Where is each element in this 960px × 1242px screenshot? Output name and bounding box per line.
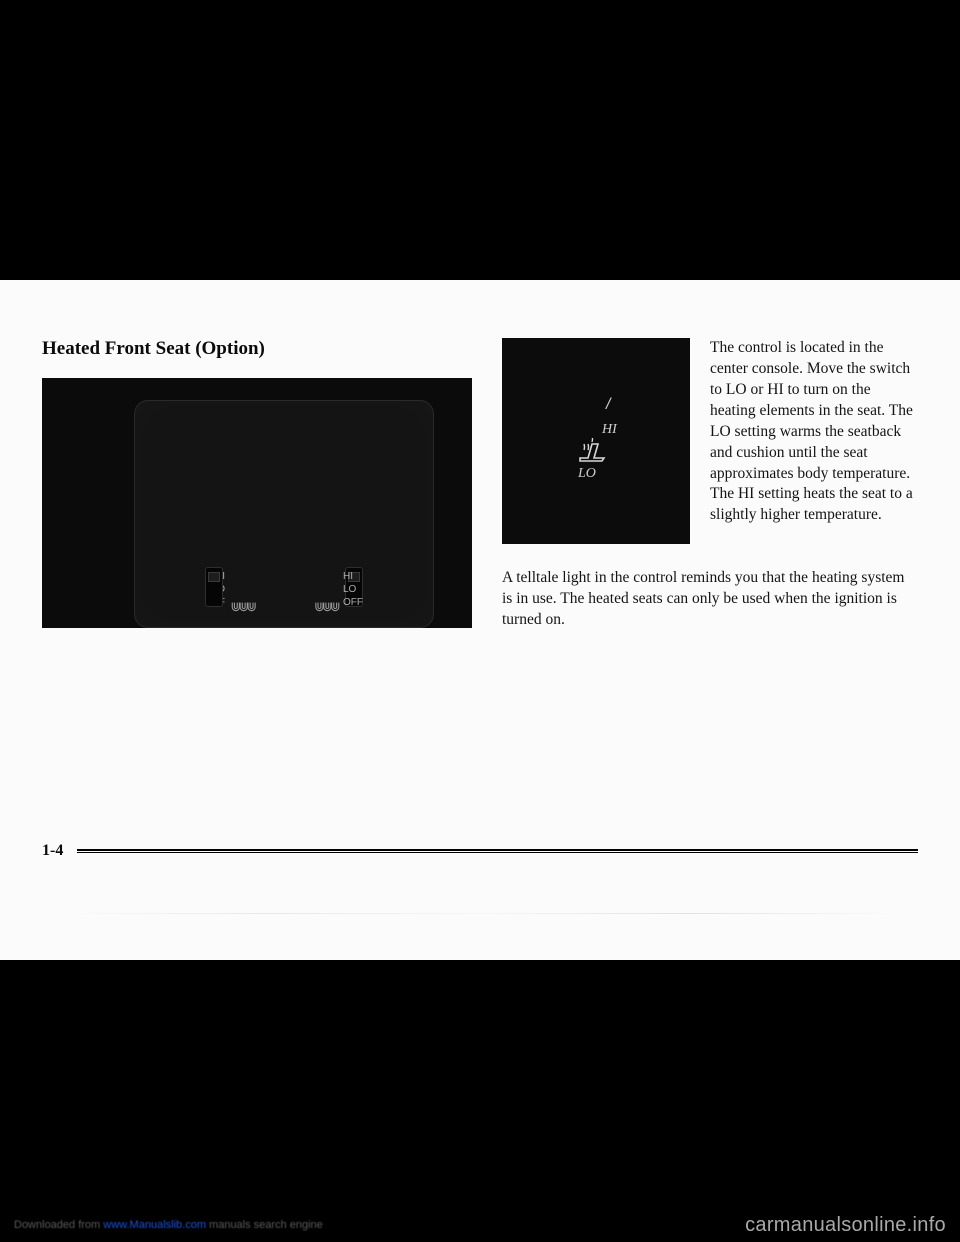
seat-heat-icon: ⋓⋓⋓: [230, 599, 254, 615]
label-hi: HI: [343, 570, 413, 583]
description-paragraph-2: A telltale light in the control reminds …: [502, 568, 918, 631]
dl-suffix: manuals search engine: [206, 1219, 323, 1231]
right-top-row: / HI LO The control is located in the ce…: [502, 338, 918, 544]
dl-link[interactable]: www.Manualslib.com: [103, 1219, 206, 1231]
left-column: Heated Front Seat (Option) HI LO OFF: [42, 338, 472, 631]
site-watermark: carmanualsonline.info: [745, 1214, 946, 1237]
label-lo: LO: [343, 583, 413, 596]
heated-seat-icon: [578, 438, 608, 462]
seat-heat-icon: ⋓⋓⋓: [314, 599, 338, 615]
scan-artifact-line: [60, 913, 900, 914]
label-off: OFF: [343, 596, 413, 609]
slider-knob: [208, 572, 220, 582]
left-slider-slot: [205, 567, 223, 607]
dl-prefix: Downloaded from: [14, 1219, 103, 1231]
console-bezel: HI LO OFF HI LO OFF: [134, 400, 434, 628]
switch-closeup-photo: / HI LO: [502, 338, 690, 544]
page-footer: 1-4: [42, 842, 918, 860]
hi-label: HI: [602, 422, 617, 438]
description-paragraph-1: The control is located in the center con…: [710, 338, 918, 544]
watermark-bar: Downloaded from www.Manualslib.com manua…: [0, 1208, 960, 1242]
content-columns: Heated Front Seat (Option) HI LO OFF: [42, 338, 918, 631]
page-number: 1-4: [42, 842, 63, 860]
right-slider-labels: HI LO OFF: [343, 570, 413, 609]
tick-mark: /: [606, 396, 610, 414]
section-heading: Heated Front Seat (Option): [42, 338, 472, 360]
download-source-text: Downloaded from www.Manualslib.com manua…: [14, 1219, 323, 1231]
right-column: / HI LO The control is located in the ce…: [502, 338, 918, 631]
footer-rule: [77, 849, 918, 853]
lo-label: LO: [578, 466, 596, 482]
defrost-icons: ⋓⋓⋓ ⋓⋓⋓: [230, 599, 337, 615]
manual-page: Heated Front Seat (Option) HI LO OFF: [0, 280, 960, 960]
console-photo: HI LO OFF HI LO OFF: [42, 378, 472, 628]
